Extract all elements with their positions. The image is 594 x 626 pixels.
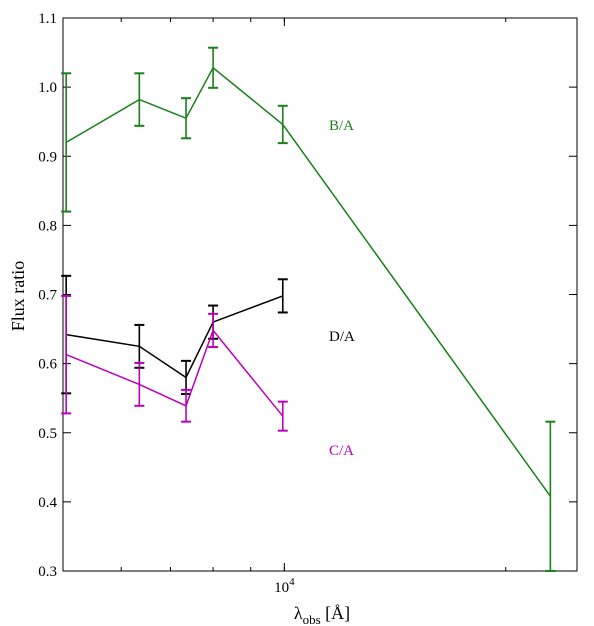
x-tick-label-exponent: 4 <box>289 576 295 588</box>
x-axis-label-main: λ <box>294 603 303 623</box>
series-annotation-c-a: C/A <box>329 443 354 459</box>
x-tick-label-base: 10 <box>274 580 289 596</box>
plot-area: 0.3 0.4 0.5 0.6 0.7 0.8 0.9 1.0 1.1 104 B/A D/A C/A <box>38 11 578 596</box>
x-axis-label: λobs [Å] <box>294 603 350 626</box>
y-tick-label: 1.0 <box>38 80 57 96</box>
y-tick-label: 0.7 <box>38 288 57 304</box>
x-tick-label: 104 <box>274 576 295 596</box>
y-tick-label: 0.3 <box>38 564 57 580</box>
series-annotation-d-a: D/A <box>329 329 355 345</box>
y-tick-label: 1.1 <box>38 11 57 27</box>
y-tick-label: 0.9 <box>38 149 57 165</box>
x-axis-label-unit: [Å] <box>321 603 351 623</box>
series-line-b-a <box>65 66 552 497</box>
x-axis-label-sub: obs <box>303 612 321 626</box>
y-axis-label: Flux ratio <box>8 261 28 332</box>
series-line-d-a <box>66 295 284 379</box>
y-tick-label: 0.8 <box>38 218 57 234</box>
series-line-c-a <box>65 328 284 417</box>
y-tick-label: 0.6 <box>38 357 57 373</box>
y-tick-label: 0.4 <box>38 495 57 511</box>
y-tick-label: 0.5 <box>38 426 57 442</box>
series-annotation-b-a: B/A <box>329 118 354 134</box>
